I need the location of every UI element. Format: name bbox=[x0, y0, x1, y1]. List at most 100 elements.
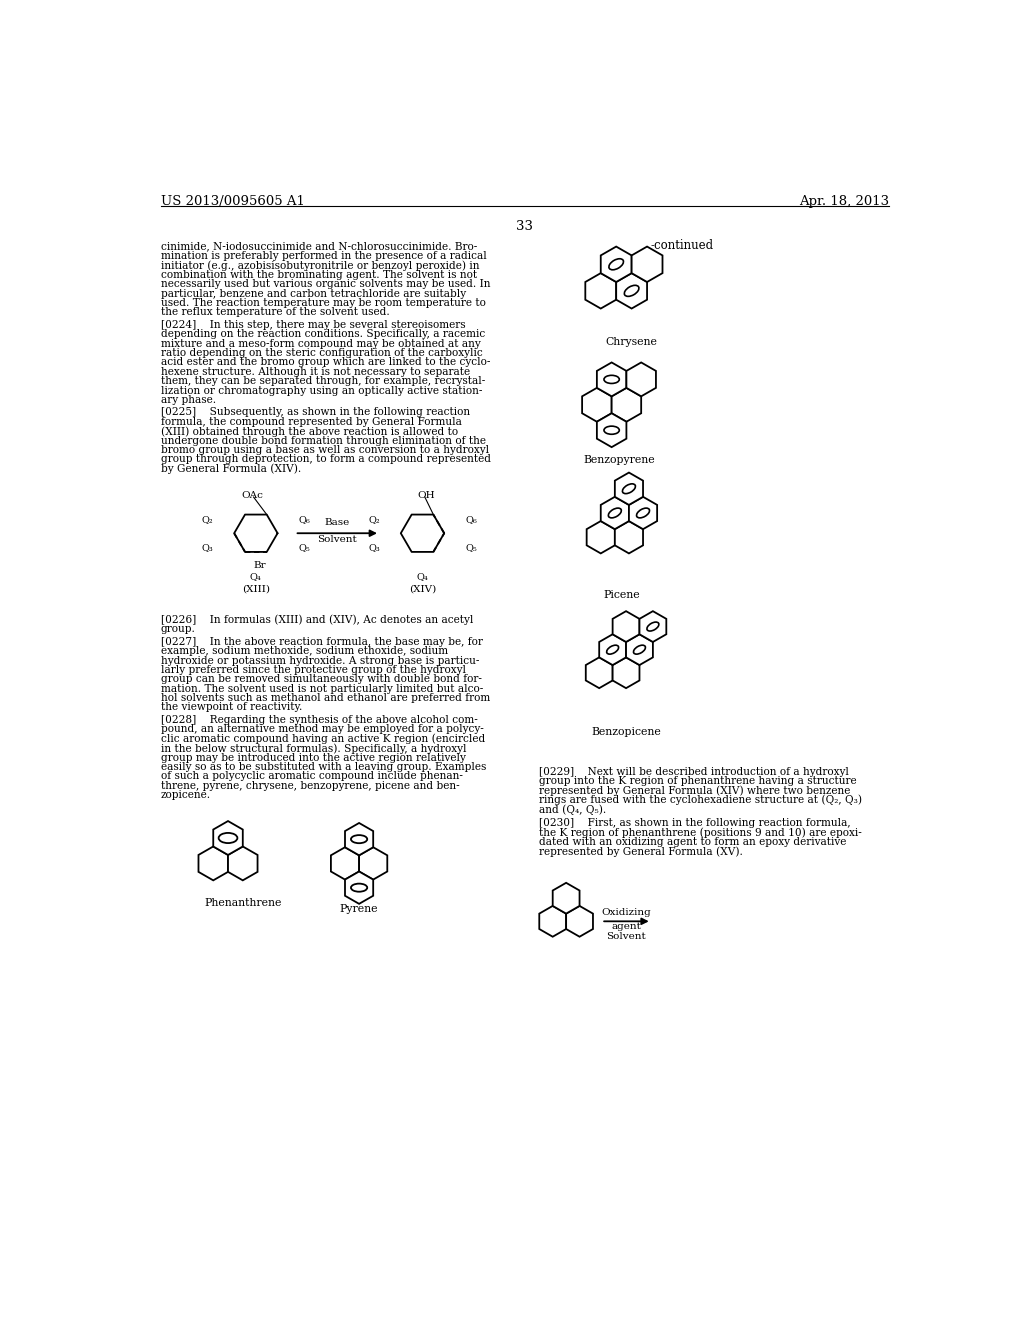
Polygon shape bbox=[587, 521, 614, 553]
Text: in the below structural formulas). Specifically, a hydroxyl: in the below structural formulas). Speci… bbox=[161, 743, 466, 754]
Ellipse shape bbox=[351, 836, 368, 843]
Text: cinimide, N-iodosuccinimide and N-chlorosuccinimide. Bro-: cinimide, N-iodosuccinimide and N-chloro… bbox=[161, 242, 477, 252]
Text: group into the K region of phenanthrene having a structure: group into the K region of phenanthrene … bbox=[539, 776, 856, 787]
Text: Q₆: Q₆ bbox=[299, 515, 310, 524]
Polygon shape bbox=[599, 635, 626, 665]
Text: larly preferred since the protective group of the hydroxyl: larly preferred since the protective gro… bbox=[161, 665, 466, 675]
Text: clic aromatic compound having an active K region (encircled: clic aromatic compound having an active … bbox=[161, 734, 484, 744]
Text: example, sodium methoxide, sodium ethoxide, sodium: example, sodium methoxide, sodium ethoxi… bbox=[161, 645, 447, 656]
Text: Base: Base bbox=[325, 517, 350, 527]
Text: ary phase.: ary phase. bbox=[161, 395, 216, 405]
Polygon shape bbox=[614, 521, 643, 553]
Text: Q₆: Q₆ bbox=[465, 515, 477, 524]
Text: and (Q₄, Q₅).: and (Q₄, Q₅). bbox=[539, 804, 606, 814]
Text: (XIII): (XIII) bbox=[242, 583, 270, 593]
Text: the K region of phenanthrene (positions 9 and 10) are epoxi-: the K region of phenanthrene (positions … bbox=[539, 828, 861, 838]
Polygon shape bbox=[626, 635, 653, 665]
Polygon shape bbox=[627, 363, 656, 396]
Polygon shape bbox=[199, 846, 228, 880]
Ellipse shape bbox=[604, 375, 620, 383]
Text: Pyrene: Pyrene bbox=[340, 904, 378, 915]
Ellipse shape bbox=[637, 508, 649, 517]
Ellipse shape bbox=[219, 833, 238, 843]
Text: [0230]    First, as shown in the following reaction formula,: [0230] First, as shown in the following … bbox=[539, 818, 850, 828]
Text: easily so as to be substituted with a leaving group. Examples: easily so as to be substituted with a le… bbox=[161, 762, 486, 772]
Text: by General Formula (XIV).: by General Formula (XIV). bbox=[161, 463, 301, 474]
Text: [0225]    Subsequently, as shown in the following reaction: [0225] Subsequently, as shown in the fol… bbox=[161, 408, 470, 417]
Text: hydroxide or potassium hydroxide. A strong base is particu-: hydroxide or potassium hydroxide. A stro… bbox=[161, 656, 479, 665]
Text: hexene structure. Although it is not necessary to separate: hexene structure. Although it is not nec… bbox=[161, 367, 470, 376]
Text: used. The reaction temperature may be room temperature to: used. The reaction temperature may be ro… bbox=[161, 298, 485, 308]
Polygon shape bbox=[612, 657, 639, 688]
Ellipse shape bbox=[604, 426, 620, 434]
Text: threne, pyrene, chrysene, benzopyrene, picene and ben-: threne, pyrene, chrysene, benzopyrene, p… bbox=[161, 780, 459, 791]
Polygon shape bbox=[331, 847, 359, 879]
Text: rings are fused with the cyclohexadiene structure at (Q₂, Q₃): rings are fused with the cyclohexadiene … bbox=[539, 795, 862, 805]
Polygon shape bbox=[639, 611, 667, 642]
Text: Oxidizing: Oxidizing bbox=[601, 908, 651, 916]
Text: Q₄: Q₄ bbox=[250, 572, 262, 581]
Polygon shape bbox=[597, 413, 627, 447]
Text: Br: Br bbox=[253, 561, 266, 570]
Text: Benzopyrene: Benzopyrene bbox=[584, 455, 654, 465]
Text: group through deprotection, to form a compound represented: group through deprotection, to form a co… bbox=[161, 454, 490, 465]
Polygon shape bbox=[582, 388, 611, 422]
Ellipse shape bbox=[609, 259, 624, 269]
Polygon shape bbox=[345, 822, 373, 855]
Text: [0224]    In this step, there may be several stereoisomers: [0224] In this step, there may be severa… bbox=[161, 319, 465, 330]
Text: represented by General Formula (XIV) where two benzene: represented by General Formula (XIV) whe… bbox=[539, 785, 850, 796]
Text: dated with an oxidizing agent to form an epoxy derivative: dated with an oxidizing agent to form an… bbox=[539, 837, 846, 847]
Text: group can be removed simultaneously with double bond for-: group can be removed simultaneously with… bbox=[161, 675, 481, 684]
Text: depending on the reaction conditions. Specifically, a racemic: depending on the reaction conditions. Sp… bbox=[161, 329, 484, 339]
Text: 33: 33 bbox=[516, 220, 534, 234]
Ellipse shape bbox=[634, 645, 645, 655]
Polygon shape bbox=[345, 871, 373, 904]
Text: zopicene.: zopicene. bbox=[161, 791, 211, 800]
Text: Q₃: Q₃ bbox=[202, 543, 213, 552]
Text: ratio depending on the steric configuration of the carboxylic: ratio depending on the steric configurat… bbox=[161, 348, 482, 358]
Text: (XIII) obtained through the above reaction is allowed to: (XIII) obtained through the above reacti… bbox=[161, 426, 458, 437]
Text: of such a polycyclic aromatic compound include phenan-: of such a polycyclic aromatic compound i… bbox=[161, 771, 463, 781]
Polygon shape bbox=[597, 363, 627, 396]
Polygon shape bbox=[228, 846, 258, 880]
Text: Chrysene: Chrysene bbox=[605, 337, 657, 347]
Text: lization or chromatography using an optically active station-: lization or chromatography using an opti… bbox=[161, 385, 482, 396]
Text: Q₄: Q₄ bbox=[417, 572, 428, 581]
Text: initiator (e.g., azobisisobutyronitrile or benzoyl peroxide) in: initiator (e.g., azobisisobutyronitrile … bbox=[161, 260, 479, 271]
Text: agent: agent bbox=[611, 923, 641, 931]
Polygon shape bbox=[632, 247, 663, 282]
Text: mixture and a meso-form compound may be obtained at any: mixture and a meso-form compound may be … bbox=[161, 339, 480, 348]
Polygon shape bbox=[614, 473, 643, 506]
Text: bromo group using a base as well as conversion to a hydroxyl: bromo group using a base as well as conv… bbox=[161, 445, 488, 455]
Polygon shape bbox=[611, 388, 641, 422]
Text: (XIV): (XIV) bbox=[409, 583, 436, 593]
Text: [0228]    Regarding the synthesis of the above alcohol com-: [0228] Regarding the synthesis of the ab… bbox=[161, 715, 477, 725]
Polygon shape bbox=[612, 611, 639, 642]
Polygon shape bbox=[586, 657, 612, 688]
Text: Q₅: Q₅ bbox=[465, 543, 477, 552]
Ellipse shape bbox=[608, 508, 622, 517]
Text: formula, the compound represented by General Formula: formula, the compound represented by Gen… bbox=[161, 417, 462, 426]
Text: Apr. 18, 2013: Apr. 18, 2013 bbox=[799, 195, 889, 209]
Text: hol solvents such as methanol and ethanol are preferred from: hol solvents such as methanol and ethano… bbox=[161, 693, 489, 704]
Text: [0226]    In formulas (XIII) and (XIV), Ac denotes an acetyl: [0226] In formulas (XIII) and (XIV), Ac … bbox=[161, 615, 473, 626]
Ellipse shape bbox=[351, 883, 368, 892]
Text: Solvent: Solvent bbox=[317, 535, 357, 544]
Text: the reflux temperature of the solvent used.: the reflux temperature of the solvent us… bbox=[161, 308, 389, 317]
Text: the viewpoint of reactivity.: the viewpoint of reactivity. bbox=[161, 702, 302, 713]
Text: Q₂: Q₂ bbox=[202, 515, 213, 524]
Text: [0227]    In the above reaction formula, the base may be, for: [0227] In the above reaction formula, th… bbox=[161, 636, 482, 647]
Text: represented by General Formula (XV).: represented by General Formula (XV). bbox=[539, 846, 742, 857]
Ellipse shape bbox=[625, 285, 639, 297]
Text: Q₂: Q₂ bbox=[369, 515, 380, 524]
Text: acid ester and the bromo group which are linked to the cyclo-: acid ester and the bromo group which are… bbox=[161, 358, 489, 367]
Polygon shape bbox=[213, 821, 243, 855]
Polygon shape bbox=[616, 273, 647, 309]
Text: Picene: Picene bbox=[603, 590, 640, 599]
Polygon shape bbox=[359, 847, 387, 879]
Text: undergone double bond formation through elimination of the: undergone double bond formation through … bbox=[161, 436, 485, 446]
Polygon shape bbox=[553, 883, 580, 913]
Text: US 2013/0095605 A1: US 2013/0095605 A1 bbox=[161, 195, 304, 209]
Text: [0229]    Next will be described introduction of a hydroxyl: [0229] Next will be described introducti… bbox=[539, 767, 849, 776]
Polygon shape bbox=[586, 273, 616, 309]
